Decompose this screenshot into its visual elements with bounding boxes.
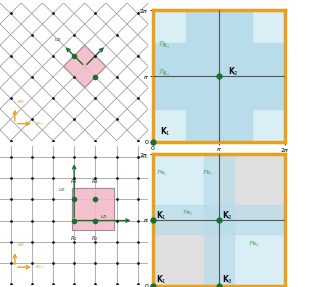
Text: $\mathbf{K}_2$: $\mathbf{K}_2$ (228, 66, 239, 78)
Bar (153, 205, 285, 234)
Text: $\mathcal{P}_{\mathbf{K}_2}$: $\mathcal{P}_{\mathbf{K}_2}$ (158, 68, 171, 79)
Text: $\mathcal{P}_{\mathbf{K}_4}$: $\mathcal{P}_{\mathbf{K}_4}$ (248, 240, 260, 249)
Text: $\mathbf{K}_2$: $\mathbf{K}_2$ (222, 209, 233, 222)
Text: $e_+$: $e_+$ (35, 263, 45, 271)
Bar (219, 154, 285, 220)
Bar (153, 220, 219, 286)
Bar (72, 188, 114, 230)
Text: $\mathbf{K}_1$: $\mathbf{K}_1$ (160, 125, 171, 138)
Bar (186, 10, 252, 142)
Text: $e_0$: $e_0$ (16, 241, 25, 249)
Bar (153, 43, 285, 109)
Text: $e_0$: $e_0$ (16, 98, 25, 106)
Text: $u_1$: $u_1$ (99, 213, 108, 221)
Polygon shape (64, 45, 106, 88)
Text: $\mathbf{K}_3$: $\mathbf{K}_3$ (222, 274, 233, 286)
Text: $\mathcal{P}_{\mathbf{K}_1}$: $\mathcal{P}_{\mathbf{K}_1}$ (158, 40, 171, 51)
Text: $\mathcal{P}_{\mathbf{K}_2}$: $\mathcal{P}_{\mathbf{K}_2}$ (182, 208, 193, 218)
Bar (153, 154, 219, 220)
Text: $e_+$: $e_+$ (35, 120, 45, 128)
Text: $R_1$: $R_1$ (70, 234, 78, 243)
Text: $R_2$: $R_2$ (91, 234, 99, 243)
Text: $u_2$: $u_2$ (54, 36, 62, 44)
Text: $\mathcal{P}_{\mathbf{K}_1}$: $\mathcal{P}_{\mathbf{K}_1}$ (156, 169, 167, 178)
Bar (219, 220, 285, 286)
Text: $R_3$: $R_3$ (70, 177, 78, 186)
Text: $R_4$: $R_4$ (91, 177, 99, 186)
Text: $\mathcal{P}_{\mathbf{K}_3}$: $\mathcal{P}_{\mathbf{K}_3}$ (202, 169, 213, 178)
Text: $u_2$: $u_2$ (58, 186, 67, 194)
Bar (205, 154, 234, 286)
Text: $\mathbf{K}_1$: $\mathbf{K}_1$ (156, 209, 167, 222)
Text: $\mathbf{K}_1$: $\mathbf{K}_1$ (156, 274, 167, 286)
